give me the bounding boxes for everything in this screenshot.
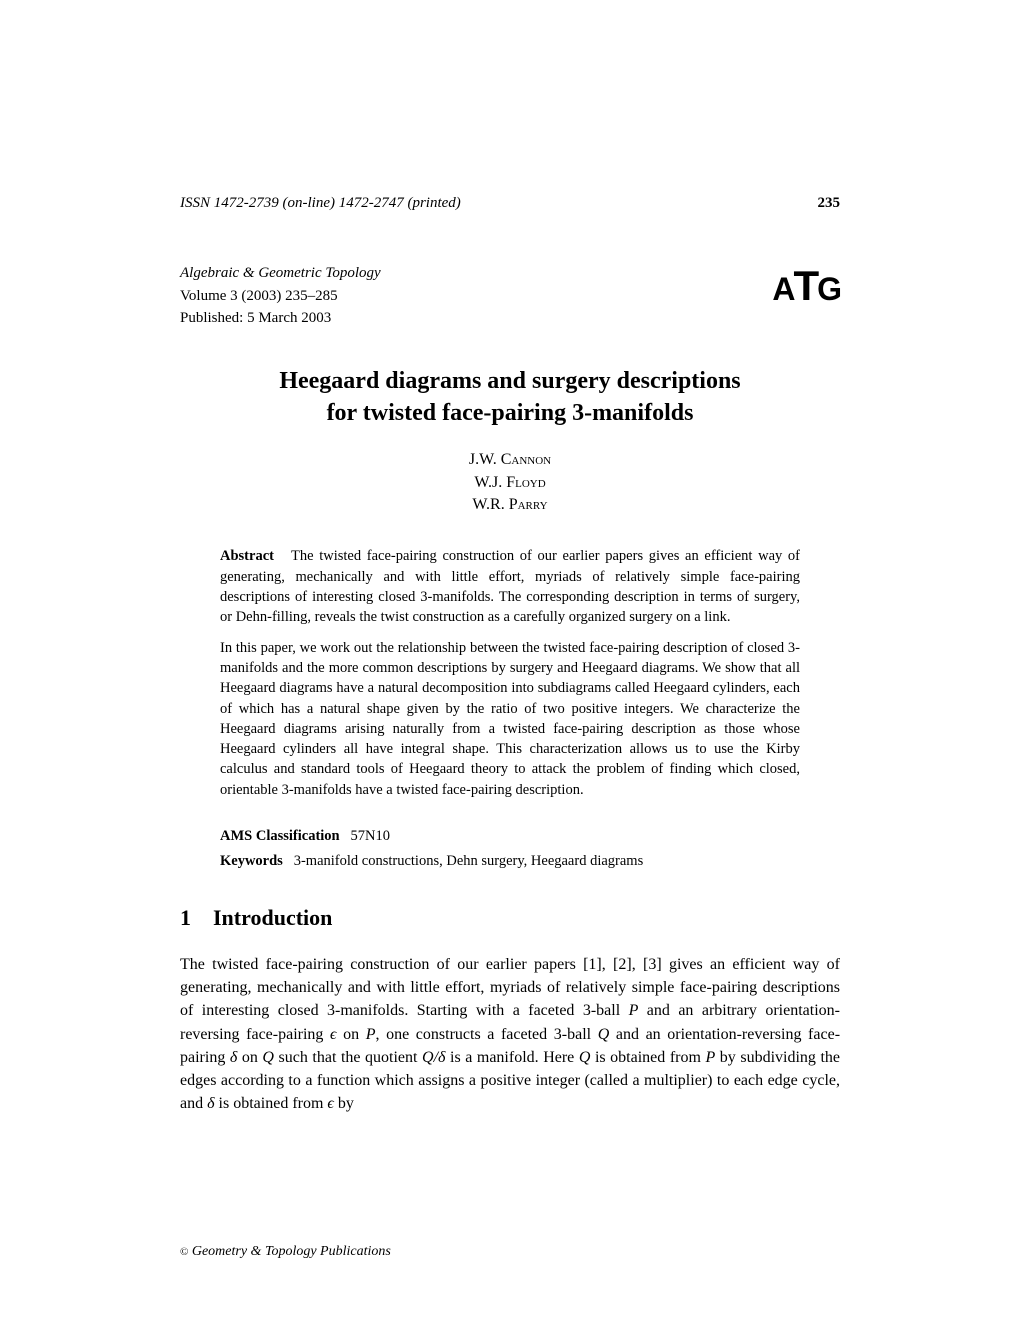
section-number: 1 bbox=[180, 905, 191, 931]
abstract-para2: In this paper, we work out the relations… bbox=[220, 638, 800, 800]
author-3: W.R. Parry bbox=[180, 494, 840, 516]
keywords-label: Keywords bbox=[220, 853, 283, 869]
keywords-value: 3-manifold constructions, Dehn surgery, … bbox=[294, 853, 644, 869]
copyright-icon: © bbox=[180, 1246, 188, 1258]
journal-info: Algebraic & Geometric Topology Volume 3 … bbox=[180, 262, 381, 330]
author-1: J.W. Cannon bbox=[180, 449, 840, 471]
body-text-content: The twisted face-pairing construction of… bbox=[180, 956, 840, 1112]
footer: © Geometry & Topology Publications bbox=[180, 1244, 391, 1260]
ams-classification: AMS Classification 57N10 bbox=[220, 828, 800, 845]
author-2: W.J. Floyd bbox=[180, 472, 840, 494]
journal-volume: Volume 3 (2003) 235–285 bbox=[180, 285, 381, 308]
authors-block: J.W. Cannon W.J. Floyd W.R. Parry bbox=[180, 449, 840, 516]
journal-logo: ATG bbox=[772, 262, 840, 310]
abstract-text-1: The twisted face-pairing construction of… bbox=[220, 548, 800, 625]
section-heading: 1 Introduction bbox=[180, 905, 840, 931]
header-line: ISSN 1472-2739 (on-line) 1472-2747 (prin… bbox=[180, 195, 840, 212]
keywords-block: Keywords 3-manifold constructions, Dehn … bbox=[220, 853, 800, 870]
footer-text: Geometry & Topology Publications bbox=[192, 1244, 391, 1259]
classification-value: 57N10 bbox=[351, 828, 390, 844]
journal-name: Algebraic & Geometric Topology bbox=[180, 262, 381, 285]
body-paragraph: The twisted face-pairing construction of… bbox=[180, 953, 840, 1115]
abstract-label: Abstract bbox=[220, 548, 274, 564]
classification-label: AMS Classification bbox=[220, 828, 340, 844]
section-title: Introduction bbox=[213, 905, 332, 930]
abstract-block: Abstract The twisted face-pairing constr… bbox=[220, 546, 800, 800]
page-number: 235 bbox=[818, 195, 841, 212]
journal-published: Published: 5 March 2003 bbox=[180, 307, 381, 330]
title-line2: for twisted face-pairing 3-manifolds bbox=[180, 397, 840, 429]
journal-block: Algebraic & Geometric Topology Volume 3 … bbox=[180, 262, 840, 330]
issn-text: ISSN 1472-2739 (on-line) 1472-2747 (prin… bbox=[180, 195, 461, 212]
title-line1: Heegaard diagrams and surgery descriptio… bbox=[180, 365, 840, 397]
page-container: ISSN 1472-2739 (on-line) 1472-2747 (prin… bbox=[0, 0, 1020, 1175]
abstract-para1: Abstract The twisted face-pairing constr… bbox=[220, 546, 800, 627]
paper-title: Heegaard diagrams and surgery descriptio… bbox=[180, 365, 840, 430]
